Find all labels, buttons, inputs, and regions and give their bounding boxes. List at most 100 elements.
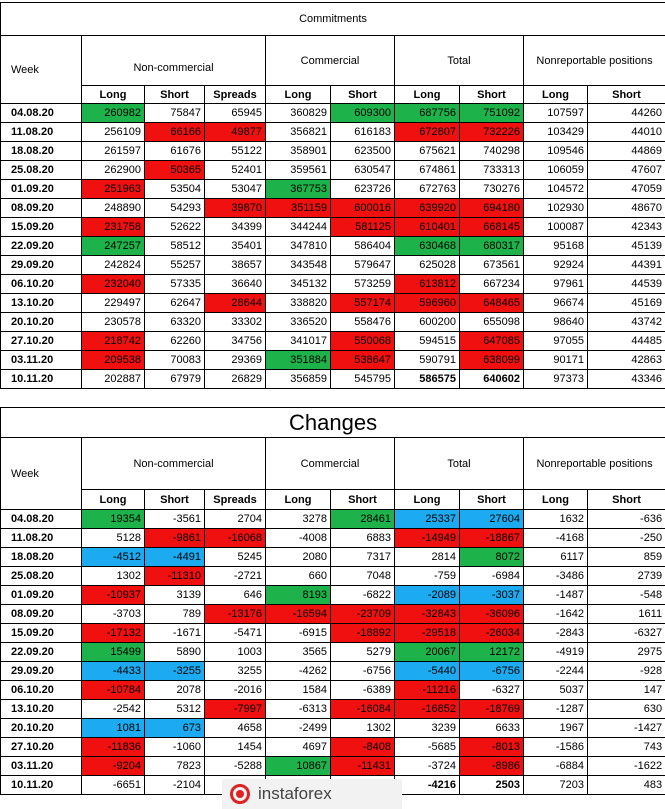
value-cell: 356821 — [265, 122, 331, 142]
value-cell: 5128 — [81, 528, 145, 548]
value-cell: 44391 — [587, 255, 665, 275]
week-date-cell: 04.08.20 — [0, 509, 82, 529]
value-cell: 47059 — [587, 179, 665, 199]
value-cell: 600016 — [330, 198, 395, 218]
value-cell: 75847 — [144, 103, 205, 123]
value-cell: -1287 — [523, 699, 588, 719]
value-cell: 4658 — [204, 718, 266, 738]
value-cell: -10937 — [81, 585, 145, 605]
value-cell: 36640 — [204, 274, 266, 294]
value-cell: 694180 — [459, 198, 524, 218]
value-cell: 8072 — [459, 547, 524, 567]
value-cell: 28644 — [204, 293, 266, 313]
changes-body: 04.08.20 19354 -3561 2704 3278 28461 25337 2760… — [0, 509, 665, 795]
value-cell: 351159 — [265, 198, 331, 218]
value-cell: 260982 — [81, 103, 145, 123]
table-row: 18.08.20 -4512 -4491 5245 2080 7317 2814 8072 61… — [0, 547, 665, 567]
table-row: 11.08.20 256109 66166 49877 356821 616183 6728… — [0, 122, 665, 142]
table-row: 04.08.20 19354 -3561 2704 3278 28461 25337 2760… — [0, 509, 665, 529]
value-cell: 558476 — [330, 312, 395, 332]
value-cell: 97055 — [523, 331, 588, 351]
value-cell: -3703 — [81, 604, 145, 624]
value-cell: 600200 — [394, 312, 460, 332]
value-cell: -9204 — [81, 756, 145, 776]
value-cell: 52401 — [204, 160, 266, 180]
value-cell: 623726 — [330, 179, 395, 199]
value-cell: 2739 — [586, 566, 665, 586]
value-cell: -1427 — [586, 718, 665, 738]
value-cell: -4433 — [81, 661, 145, 681]
table-row: 25.08.20 1302 -11310 -2721 660 7048 -759 -6984-… — [0, 566, 665, 586]
value-cell: 48670 — [587, 198, 665, 218]
value-cell: 5037 — [523, 680, 588, 700]
column-subheader: Long — [265, 489, 331, 510]
changes-title: Changes — [0, 407, 665, 438]
value-cell: -2843 — [523, 623, 588, 643]
value-cell: -250 — [586, 528, 665, 548]
value-cell: 609300 — [330, 103, 395, 123]
value-cell: 359561 — [265, 160, 331, 180]
watermark-text: instaforex — [258, 784, 332, 803]
value-cell: 28461 — [330, 509, 395, 529]
value-cell: 336520 — [265, 312, 331, 332]
table-row: 01.09.20 -10937 3139 646 8193 -6822 -2089 -3037… — [0, 585, 665, 605]
value-cell: 579647 — [330, 255, 395, 275]
column-subheader: Short — [459, 489, 524, 510]
value-cell: -18892 — [330, 623, 395, 643]
value-cell: 44869 — [587, 141, 665, 161]
value-cell: -4491 — [144, 547, 205, 567]
value-cell: -6327 — [586, 623, 665, 643]
value-cell: 345132 — [265, 274, 331, 294]
value-cell: -4262 — [265, 661, 331, 681]
value-cell: 4697 — [265, 737, 331, 757]
value-cell: 1584 — [265, 680, 331, 700]
value-cell: 2814 — [394, 547, 460, 567]
value-cell: 1302 — [330, 718, 395, 738]
value-cell: 740298 — [459, 141, 524, 161]
value-cell: 610401 — [394, 217, 460, 237]
value-cell: 594515 — [394, 331, 460, 351]
value-cell: 95168 — [523, 236, 588, 256]
table-row: 27.10.20 -11836 -1060 1454 4697 -8408 -5685 -80… — [0, 737, 665, 757]
table-row: 22.09.20 247257 58512 35401 347810 586404 6304… — [0, 236, 665, 256]
value-cell: 44260 — [587, 103, 665, 123]
value-cell: 674861 — [394, 160, 460, 180]
value-cell: 20067 — [394, 642, 460, 662]
value-cell: 229497 — [81, 293, 145, 313]
value-cell: -548 — [586, 585, 665, 605]
value-cell: -17132 — [81, 623, 145, 643]
week-date-cell: 01.09.20 — [0, 179, 82, 199]
value-cell: -4216 — [394, 775, 460, 795]
table-row: 15.09.20 231758 52622 34399 344244 581125 6104… — [0, 217, 665, 237]
value-cell: 639920 — [394, 198, 460, 218]
value-cell: -3037 — [459, 585, 524, 605]
week-date-cell: 18.08.20 — [0, 141, 82, 161]
column-subheader: Long — [394, 85, 460, 104]
value-cell: -2089 — [394, 585, 460, 605]
value-cell: -16852 — [394, 699, 460, 719]
value-cell: 2704 — [204, 509, 266, 529]
value-cell: 3278 — [265, 509, 331, 529]
value-cell: 92924 — [523, 255, 588, 275]
value-cell: 27604 — [459, 509, 524, 529]
value-cell: 8193 — [265, 585, 331, 605]
table-row: 25.08.20 262900 50365 52401 359561 630547 6748… — [0, 160, 665, 180]
value-cell: 638099 — [459, 350, 524, 370]
week-date-cell: 29.09.20 — [0, 661, 82, 681]
table-row: 15.09.20 -17132 -1671 -5471 -6915 -18892 -2951… — [0, 623, 665, 643]
value-cell: 668145 — [459, 217, 524, 237]
week-date-cell: 18.08.20 — [0, 547, 82, 567]
value-cell: 58512 — [144, 236, 205, 256]
value-cell: 586575 — [394, 369, 460, 389]
value-cell: 38657 — [204, 255, 266, 275]
value-cell: 680317 — [459, 236, 524, 256]
value-cell: -1642 — [523, 604, 588, 624]
table-row: 06.10.20 -10784 2078 -2016 1584 -6389 -11216 -6… — [0, 680, 665, 700]
value-cell: 247257 — [81, 236, 145, 256]
value-cell: 26829 — [204, 369, 266, 389]
value-cell: 47607 — [587, 160, 665, 180]
value-cell: 106059 — [523, 160, 588, 180]
week-date-cell: 20.10.20 — [0, 718, 82, 738]
value-cell: 102930 — [523, 198, 588, 218]
value-cell: -11310 — [144, 566, 205, 586]
